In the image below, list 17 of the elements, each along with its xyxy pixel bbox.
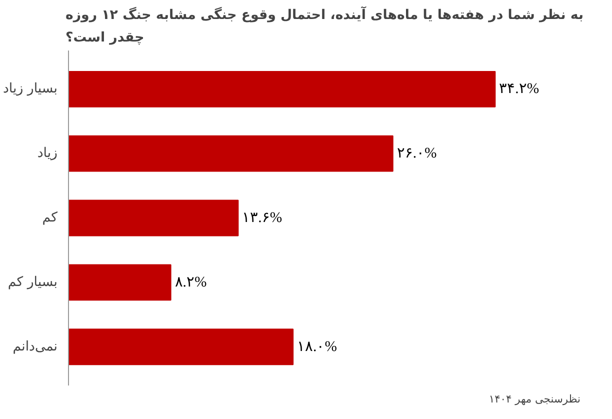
data-label: ۲۶.۰% [396,146,437,162]
y-tick-label: زیاد [37,146,58,162]
bar [68,328,294,366]
bar [68,135,394,172]
y-tick-label: کم [42,210,58,226]
y-tick-label: بسیار کم [8,274,58,290]
data-label: ۸.۲% [174,274,207,290]
data-label: ۳۴.۲% [499,81,540,98]
text: نظرسنجی مهر ۱۴۰۴ [488,392,581,406]
chart-title: به نظر شما در هفته‌ها یا ماه‌های آینده، احتمال وقوع جنگی مشابه جنگ ۱۲ روزه چقدر است؟ [66,6,584,46]
bar [68,200,239,236]
y-tick-label: نمی‌دانم [12,339,58,354]
data-label: ۱۳.۶% [242,210,282,226]
data-label: ۱۸.۰% [297,338,337,355]
bar [68,264,172,301]
bar [68,70,496,108]
y-tick-label: بسیار زیاد [3,82,58,97]
